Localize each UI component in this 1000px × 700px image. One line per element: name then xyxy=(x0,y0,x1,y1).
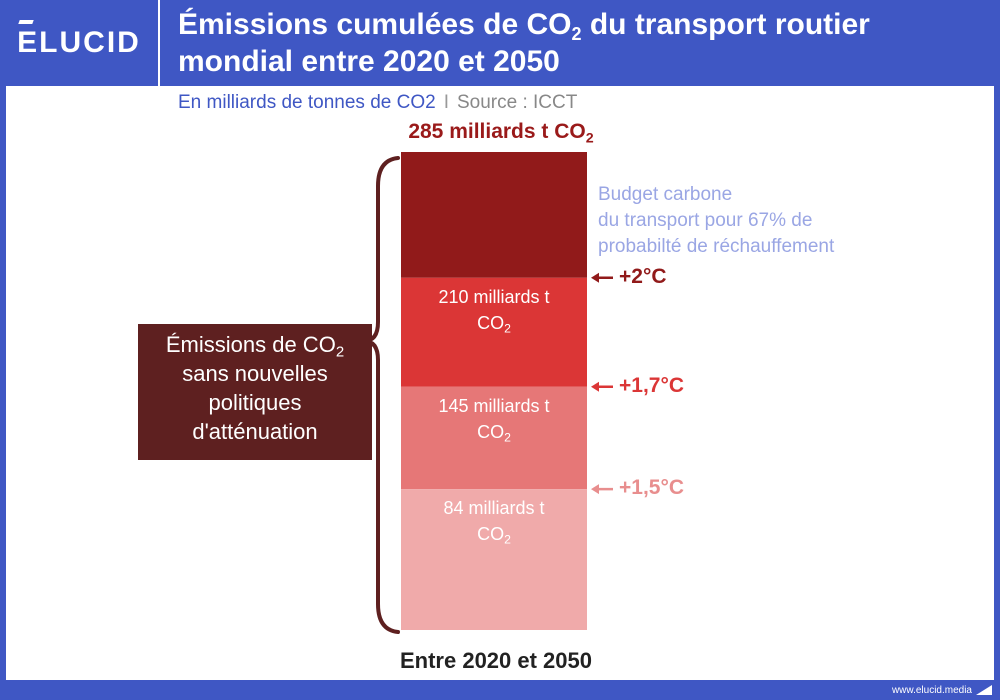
threshold-label: +2°C xyxy=(619,264,667,288)
footer-logo-icon xyxy=(976,685,992,695)
logo-accent-icon xyxy=(18,20,34,24)
title-part2: du transport routier mondial entre 2020 … xyxy=(178,8,870,78)
segment-label-line: 84 milliards t xyxy=(443,498,545,519)
bar-segment xyxy=(401,489,587,630)
side-label-line: politiques xyxy=(208,390,302,415)
segment-label: 84 milliards t CO2 xyxy=(401,495,587,547)
logo-box: ELUCID xyxy=(0,0,160,86)
segment-label-text: CO xyxy=(477,312,505,333)
total-label-subscript: 2 xyxy=(585,130,594,147)
bar-segment xyxy=(401,386,587,490)
side-label-box: Émissions de CO2 sans nouvelles politiqu… xyxy=(138,324,372,460)
subtitle: En milliards de tonnes de CO2 I Source : I… xyxy=(178,92,577,114)
segment-label-line: 210 milliards t xyxy=(438,286,550,307)
segment-label-line: 145 milliards t xyxy=(438,395,550,416)
subtitle-separator: I xyxy=(443,92,449,113)
side-label-line: sans nouvelles xyxy=(182,361,328,386)
threshold-label: +1,5°C xyxy=(619,476,685,500)
budget-note-line: Budget carbone xyxy=(598,184,733,205)
total-label-text: 285 milliards t CO xyxy=(408,120,586,143)
segment-label-subscript: 2 xyxy=(504,430,511,445)
segment-label-line: CO2 xyxy=(401,419,587,445)
arrow-left-icon xyxy=(591,381,599,392)
page-title: Émissions cumulées de CO2 du transport r… xyxy=(178,6,988,80)
footer-website: www.elucid.media xyxy=(891,685,972,696)
side-label-line: d'atténuation xyxy=(192,419,318,444)
bar-segment xyxy=(401,277,587,387)
segment-label-text: CO xyxy=(477,421,505,442)
budget-note-line: du transport pour 67% de xyxy=(598,210,813,231)
arrow-left-icon xyxy=(591,484,599,495)
budget-note-line: probabilté de réchauffement xyxy=(598,236,835,257)
total-label: 285 milliards t CO2 xyxy=(401,120,601,147)
segment-label-subscript: 2 xyxy=(504,532,511,547)
side-label-subscript: 2 xyxy=(335,343,345,361)
budget-note: Budget carbone du transport pour 67% de … xyxy=(598,182,834,260)
segment-label-line: CO2 xyxy=(401,521,587,547)
title-subscript: 2 xyxy=(571,24,582,44)
segment-label-subscript: 2 xyxy=(504,321,511,336)
segment-label: 210 milliards t CO2 xyxy=(401,284,587,336)
segment-label-text: CO xyxy=(477,524,505,545)
x-axis-label: Entre 2020 et 2050 xyxy=(399,648,593,673)
threshold-label: +1,7°C xyxy=(619,373,685,397)
bar-segment xyxy=(401,152,587,278)
side-label-text: Émissions de CO xyxy=(165,332,336,357)
stacked-bar-chart xyxy=(363,152,613,634)
header: ELUCID Émissions cumulées de CO2 du tran… xyxy=(0,0,1000,86)
logo: ELUCID xyxy=(17,20,141,60)
chart-panel: En milliards de tonnes de CO2 I Source : I… xyxy=(6,86,994,680)
segment-label: 145 milliards t CO2 xyxy=(401,393,587,445)
segment-label-line: CO2 xyxy=(401,310,587,336)
logo-text: ELUCID xyxy=(17,26,141,59)
arrow-left-icon xyxy=(591,272,599,283)
subtitle-unit: En milliards de tonnes de CO2 xyxy=(178,92,436,113)
side-label-line: Émissions de CO2 xyxy=(138,330,372,359)
subtitle-source: Source : ICCT xyxy=(456,92,578,113)
title-part1: Émissions cumulées de CO xyxy=(178,8,572,41)
